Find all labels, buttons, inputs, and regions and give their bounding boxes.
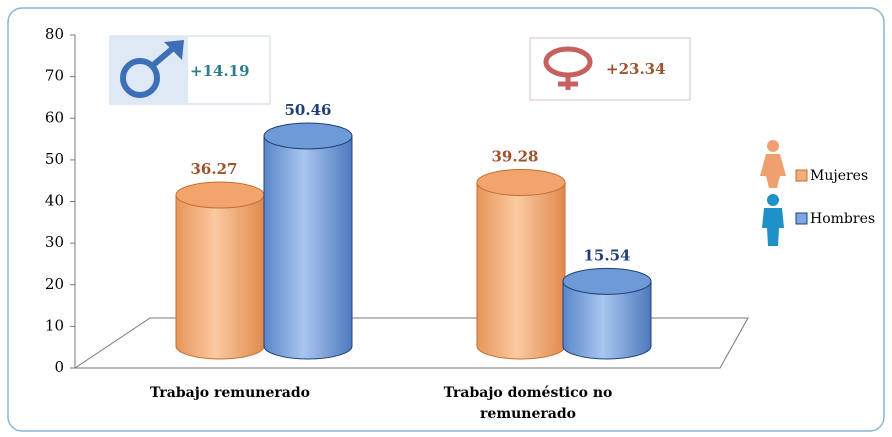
- legend-label: Mujeres: [810, 168, 868, 184]
- y-tick-label: 80: [45, 25, 64, 43]
- male-box: +14.19: [109, 35, 271, 105]
- value-label: 15.54: [584, 246, 631, 264]
- value-label: 39.28: [492, 147, 539, 165]
- cylinder: [562, 280, 652, 360]
- y-tick-label: 60: [45, 108, 64, 126]
- legend-swatch: [795, 212, 808, 225]
- annotation: +23.34: [606, 60, 666, 78]
- y-tick-label: 20: [45, 275, 64, 293]
- female-box: +23.34: [529, 37, 691, 101]
- y-tick-label: 50: [45, 150, 64, 168]
- y-tick-label: 10: [45, 316, 64, 334]
- annotation: +14.19: [190, 62, 250, 80]
- y-tick-label: 30: [45, 233, 64, 251]
- cylinder: [476, 181, 566, 360]
- y-tick-label: 70: [45, 67, 64, 85]
- legend-label: Hombres: [810, 211, 875, 227]
- y-tick-label: 0: [54, 358, 64, 376]
- cylinder: [175, 194, 265, 360]
- cylinder-top: [476, 168, 566, 196]
- legend-icon: [760, 140, 786, 188]
- value-label: 36.27: [191, 160, 238, 178]
- floor: [73, 317, 749, 369]
- cylinder-top: [175, 181, 265, 209]
- x-tick-label: Trabajo doméstico no remunerado: [444, 385, 613, 422]
- x-tick-label: Trabajo remunerado: [150, 385, 310, 401]
- cylinder-top: [562, 267, 652, 295]
- cylinder-top: [263, 122, 353, 150]
- legend-swatch: [795, 169, 808, 182]
- value-label: 50.46: [285, 101, 332, 119]
- cylinder: [263, 135, 353, 360]
- y-tick-label: 40: [45, 192, 64, 210]
- legend-icon: [762, 194, 784, 246]
